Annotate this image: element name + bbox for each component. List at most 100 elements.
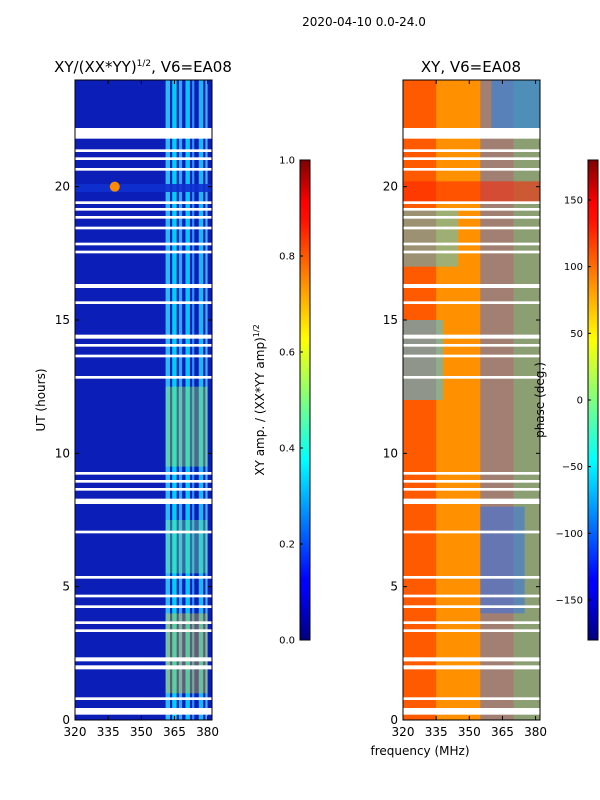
flagged-row (403, 216, 540, 219)
phase-panel: XY, V6=EA08 320 335 350 365 380 0 5 10 15 20 (383, 58, 547, 739)
flagged-row (403, 708, 540, 715)
phase-colorbar-label: phase (deg.) (533, 362, 547, 438)
phase-colorbar-ticks: −150 −100 −50 0 50 100 150 (556, 196, 591, 607)
figure-suptitle: 2020-04-10 0.0-24.0 (302, 15, 426, 29)
colorbar-tick-label: 0.4 (279, 444, 295, 455)
y-tick-label: 0 (390, 713, 398, 727)
amplitude-channel-band (172, 80, 177, 720)
flagged-row (403, 284, 540, 288)
colorbar-tick-label: 100 (564, 262, 583, 273)
y-tick-label: 20 (383, 180, 398, 194)
flagged-row (75, 354, 212, 358)
x-tick-label: 365 (491, 725, 514, 739)
phase-panel-title: XY, V6=EA08 (421, 58, 521, 76)
flagged-row (403, 250, 540, 254)
flagged-row (403, 621, 540, 624)
flagged-row (75, 472, 212, 475)
flagged-row (403, 149, 540, 152)
x-axis-label: frequency (MHz) (370, 744, 469, 758)
flagged-row (75, 665, 212, 670)
phase-colorbar: −150 −100 −50 0 50 100 150 phase (deg.) (533, 159, 599, 641)
y-tick-label: 15 (55, 313, 70, 327)
y-tick-label: 15 (383, 313, 398, 327)
amplitude-rfi-row (75, 184, 212, 192)
flagged-row (403, 157, 540, 160)
amplitude-y-ticks: 0 5 10 15 20 (55, 180, 212, 727)
phase-y-ticks: 0 5 10 15 20 (383, 180, 540, 727)
phase-flagged-rows (403, 128, 540, 715)
flagged-row (75, 226, 212, 230)
amplitude-bands (75, 80, 212, 720)
x-tick-label: 335 (97, 725, 120, 739)
amplitude-ylabel: UT (hours) (34, 368, 48, 431)
flagged-row (403, 472, 540, 475)
flagged-row (403, 344, 540, 347)
y-tick-label: 10 (55, 446, 70, 460)
flagged-row (403, 201, 540, 204)
flagged-row (75, 168, 212, 171)
x-tick-label: 320 (392, 725, 415, 739)
amplitude-channel-band (185, 80, 190, 720)
colorbar-tick-label: 0.8 (279, 252, 295, 263)
flagged-row (403, 488, 540, 491)
x-tick-label: 380 (524, 725, 547, 739)
flagged-row (403, 226, 540, 230)
amplitude-colorbar-ticks: 0.0 0.2 0.4 0.6 0.8 1.0 (279, 156, 303, 647)
flagged-row (75, 334, 212, 339)
flagged-row (75, 344, 212, 347)
flagged-row (403, 576, 540, 579)
amplitude-x-ticks: 320 335 350 365 380 (64, 80, 219, 739)
amplitude-channel-band (178, 80, 183, 720)
flagged-row (75, 697, 212, 700)
flagged-row (75, 629, 212, 632)
flagged-row (403, 208, 540, 211)
amplitude-colorbar-gradient (299, 159, 311, 641)
amplitude-colorbar: 0.0 0.2 0.4 0.6 0.8 1.0 XY amp. / (XX*YY amp)… (252, 156, 311, 647)
flagged-row (403, 128, 540, 139)
flagged-row (75, 498, 212, 504)
flagged-row (403, 498, 540, 504)
amplitude-panel-title: XY/(XX*YY)1/2, V6=EA08 (54, 58, 232, 76)
flagged-row (75, 657, 212, 662)
colorbar-tick-label: 0 (577, 396, 583, 407)
flagged-row (403, 480, 540, 483)
amplitude-flagged-rows (75, 128, 212, 715)
x-tick-label: 380 (196, 725, 219, 739)
flagged-row (403, 242, 540, 246)
x-tick-label: 365 (163, 725, 186, 739)
colorbar-tick-label: 0.0 (279, 636, 295, 647)
amplitude-panel: XY/(XX*YY)1/2, V6=EA08 320 335 350 365 380 0… (34, 58, 232, 739)
flagged-row (403, 594, 540, 598)
flagged-row (403, 629, 540, 632)
colorbar-tick-label: 0.2 (279, 540, 295, 551)
flagged-row (75, 488, 212, 491)
colorbar-tick-label: 50 (570, 329, 583, 340)
phase-region (403, 181, 540, 203)
colorbar-tick-label: −150 (556, 596, 583, 607)
amplitude-frame (74, 79, 213, 721)
colorbar-tick-label: 0.6 (279, 348, 295, 359)
amplitude-channel-band (205, 80, 208, 720)
flagged-row (75, 242, 212, 246)
flagged-row (403, 530, 540, 534)
flagged-row (403, 168, 540, 171)
flagged-row (75, 708, 212, 715)
flagged-row (403, 657, 540, 662)
flagged-row (403, 665, 540, 670)
flagged-row (403, 334, 540, 339)
amplitude-channel-band (198, 80, 204, 720)
x-tick-label: 335 (425, 725, 448, 739)
flagged-row (403, 697, 540, 700)
x-tick-label: 350 (458, 725, 481, 739)
flagged-row (403, 376, 540, 379)
flagged-row (75, 594, 212, 598)
y-tick-label: 0 (62, 713, 70, 727)
y-tick-label: 5 (390, 580, 398, 594)
flagged-row (75, 530, 212, 534)
flagged-row (403, 301, 540, 304)
phase-region (491, 80, 540, 134)
phase-region (403, 320, 443, 400)
flagged-row (403, 354, 540, 358)
flagged-row (75, 301, 212, 304)
x-tick-label: 320 (64, 725, 87, 739)
